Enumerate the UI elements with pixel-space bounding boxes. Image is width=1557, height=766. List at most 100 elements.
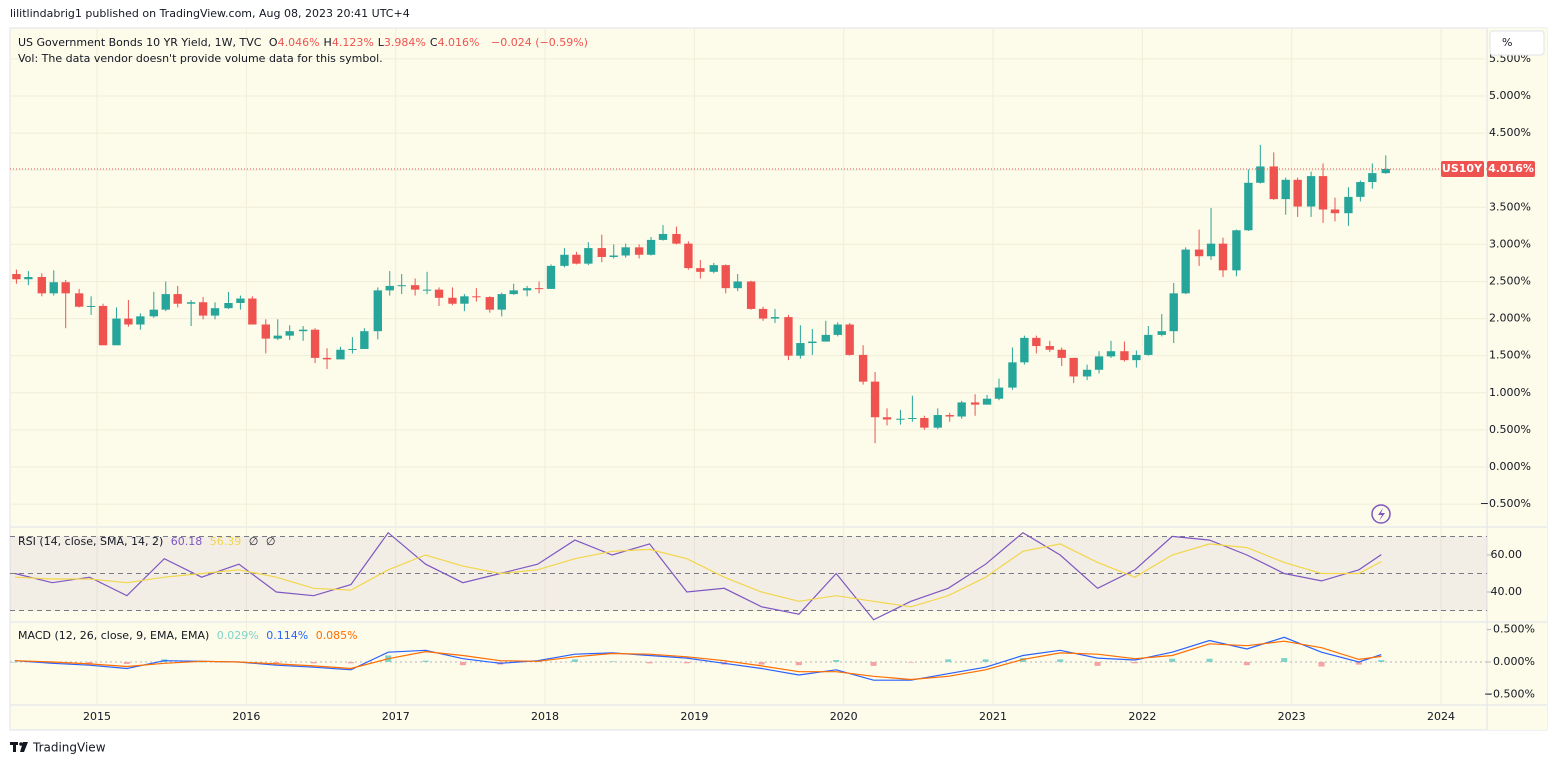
y-tick-label: 0.000% [1493,655,1535,668]
candle-body [920,417,929,428]
candle-body [609,255,618,257]
candle-body [509,290,518,295]
main-legend: US Government Bonds 10 YR Yield, 1W, TVC… [18,36,592,49]
macd-histogram-bar [1094,661,1101,666]
candle-body [1318,176,1328,210]
candle-body [1120,351,1129,361]
macd-histogram-bar [1206,658,1213,662]
x-tick-label: 2019 [680,710,708,723]
candle-body [248,298,257,325]
candle-body [460,296,469,304]
x-tick-label: 2024 [1427,710,1455,723]
candle-body [1069,357,1078,377]
x-tick-label: 2021 [979,710,1007,723]
candle-body [546,265,556,289]
macd-histogram-bar [1057,659,1064,662]
ohlc-label: L [377,36,384,49]
candle-body [448,297,457,304]
rsi-lines [14,531,1382,621]
macd-title: MACD (12, 26, close, 9, EMA, EMA) [18,629,210,642]
rsi-sma-value: 56.39 [209,535,242,548]
candle-body [882,417,892,420]
candle-body [1381,168,1390,174]
candle-body [49,282,58,294]
candle-body [1157,331,1166,335]
candle-body [858,354,868,382]
candle-body [1232,230,1241,271]
candle-body [945,415,954,417]
candle-body [1181,249,1190,294]
macd-histogram-bar [982,659,989,662]
footer-brand: TradingView [32,741,106,755]
macd-histogram-bar [945,659,952,662]
candle-body [808,341,817,344]
candle-body [74,293,84,307]
rsi-title: RSI (14, close, SMA, 14, 2) [18,535,164,548]
y-tick-label: 5.000% [1489,89,1531,102]
price-tag: 4.016% [1488,162,1534,175]
candle-body [584,248,593,264]
candle-body [98,305,108,346]
candle-body [1306,176,1316,207]
symbol-tag: US10Y [1442,162,1483,175]
y-tick-label: 2.000% [1489,312,1531,325]
candle-body [758,308,768,319]
candle-body [845,324,854,355]
candle-body [896,418,905,420]
symbol-tag-bg [1441,160,1484,177]
price-tag-bg [1487,160,1535,177]
rsi-extra: ∅ [248,535,259,548]
x-tick-label: 2022 [1128,710,1156,723]
rsi-legend: RSI (14, close, SMA, 14, 2) 60.18 56.39 … [18,535,279,548]
candle-body [1169,293,1178,332]
candle-body [149,309,158,317]
candle-body [497,294,506,310]
rsi-extra: ∅ [265,535,276,548]
candle-body [870,381,880,418]
candle-body [285,331,294,336]
macd-histogram-bar [1243,661,1250,666]
macd-histogram-bar [86,661,93,664]
candle-body [1106,351,1116,357]
candle-body [1206,243,1216,257]
candle-body [957,402,966,417]
y-tick-label: 0.500% [1493,622,1535,635]
candle-body [210,308,220,316]
scale-button-label[interactable]: % [1502,36,1512,49]
ohlc-value: 4.046% [277,36,320,49]
scale-button[interactable] [1489,30,1545,56]
candle-body [410,285,420,290]
ohlc-legend: O4.046% H4.123% L3.984% C4.016% [269,36,484,49]
x-tick-label: 2016 [232,710,260,723]
macd-histogram-bar [1169,658,1176,662]
candle-body [273,335,282,339]
candle-body [784,317,793,356]
candle-body [534,288,544,290]
y-tick-label: 4.500% [1489,126,1531,139]
logo-shape [20,742,28,752]
macd-histogram-bar [907,661,914,663]
macd-histogram-bar [609,661,616,662]
ohlc-value: 4.016% [437,36,480,49]
candle-body [1368,173,1377,183]
candle-body [982,398,992,405]
alert-icon[interactable] [1371,504,1391,524]
change: −0.024 (−0.59%) [491,36,588,49]
macd-histogram-bar [758,661,765,665]
macd-signal-value: 0.085% [315,629,358,642]
candle-body [770,317,780,319]
candle-body [472,296,481,298]
x-tick-label: 2023 [1278,710,1306,723]
candle-body [1045,346,1054,350]
rsi-line [14,531,1382,621]
candle-body [161,294,170,310]
axes: 2015 2016 2017 2018 2019 2020 2021 2022 2023 2024… [83,52,1535,723]
candle-body [658,233,668,240]
ohlc-value: 4.123% [331,36,374,49]
y-tick-label: −0.500% [1480,497,1531,510]
candle-body [746,281,756,309]
candle-body [1020,337,1029,363]
candle-body [12,274,21,280]
logo-shape [13,742,16,752]
macd-histogram-bar [11,661,18,663]
